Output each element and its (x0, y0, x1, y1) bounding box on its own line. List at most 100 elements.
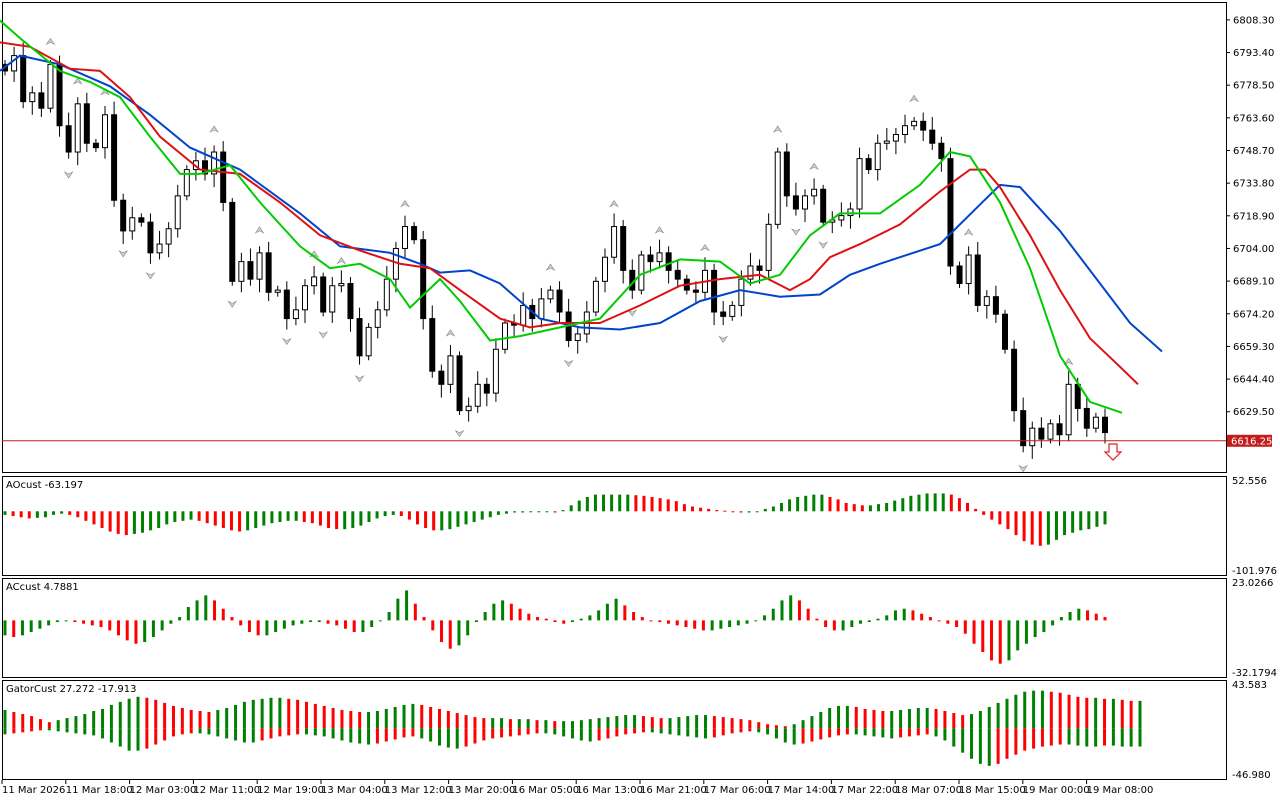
ac-bar (448, 620, 452, 649)
gator-lower-bar (783, 728, 787, 743)
candle-body-bear (483, 383, 490, 394)
candle (820, 184, 827, 227)
gator-upper-bar (234, 704, 238, 729)
ma-blue-line (0, 54, 1163, 353)
ac-bar (614, 598, 618, 621)
candle (874, 134, 881, 181)
gator-lower-bar (1023, 728, 1027, 751)
gator-upper-bar (242, 701, 246, 729)
ao-bar (84, 511, 88, 521)
gator-lower-bar (349, 728, 353, 743)
price-tick-label: 6689.10 (1233, 277, 1274, 288)
candle-body-bear (865, 158, 872, 171)
ao-bar (674, 501, 678, 512)
gator-lower-bar (792, 728, 796, 745)
price-candles (2, 37, 1108, 473)
candle-body-bull (520, 304, 527, 326)
gator-upper-bar (837, 705, 841, 729)
ao-bar (585, 497, 589, 512)
gator-lower-bar (721, 728, 725, 736)
ao-bar (359, 511, 363, 526)
gator-lower-bar (464, 728, 468, 747)
candle-body-bull (602, 256, 608, 282)
gator-upper-bar (535, 720, 539, 729)
gator-upper-bar (198, 711, 202, 729)
gator-upper-bar (358, 712, 362, 729)
ao-bar (318, 511, 322, 526)
ao-bar (383, 511, 387, 517)
gator-lower-bar (526, 728, 530, 735)
ao-bar (885, 502, 889, 512)
gator-upper-bar (828, 707, 832, 729)
gator-lower-bar (668, 728, 672, 735)
candle (256, 246, 263, 293)
gator-upper-bar (65, 718, 69, 729)
candle (692, 281, 699, 304)
candle-body-bull (302, 285, 308, 311)
candle (592, 276, 599, 317)
gator-upper-bar (544, 720, 548, 729)
gator-lower-bar (1005, 728, 1009, 759)
candle-body-bull (1029, 427, 1036, 447)
candle-body-bull (338, 283, 345, 287)
ac-label: ACcust 4.7881 (6, 582, 79, 593)
candle-body-bear (1020, 410, 1027, 447)
candle (283, 281, 290, 330)
ao-bar (391, 511, 395, 515)
fractal-up-icon (809, 162, 819, 171)
candle (1102, 408, 1108, 444)
ac-bar (317, 620, 321, 623)
gator-upper-bar (907, 708, 911, 729)
time-tick-label: 17 Mar 14:00 (768, 785, 835, 796)
ao-bar (262, 511, 266, 526)
candle (992, 285, 999, 323)
ao-bar (682, 504, 686, 512)
ao-bar (1046, 511, 1050, 545)
ao-bar (836, 499, 840, 512)
ac-bar (544, 618, 548, 621)
gator-upper-bar (783, 726, 787, 729)
ao-bar (3, 511, 7, 515)
gator-upper-bar (978, 711, 982, 729)
time-tick-label: 12 Mar 03:00 (130, 785, 197, 796)
ao-bar (804, 495, 808, 512)
gator-lower-bar (269, 728, 273, 739)
fractal-down-icon (145, 272, 156, 280)
ac-bar (623, 605, 627, 621)
gator-lower-bar (1040, 728, 1044, 747)
ao-bar (513, 511, 517, 513)
candle (320, 272, 327, 317)
candle-body-bear (1002, 313, 1008, 350)
ac-bar (3, 620, 7, 636)
ac-bar (649, 620, 653, 622)
ac-bar (474, 620, 478, 623)
ao-bar (602, 494, 606, 512)
fractal-up-icon (654, 226, 665, 234)
gator-lower-bar (1129, 728, 1133, 747)
gator-lower-bar (1111, 728, 1115, 746)
gator-upper-bar (854, 706, 858, 729)
gator-lower-bar (943, 728, 947, 741)
ac-bar (928, 617, 932, 621)
gator-upper-bar (562, 721, 566, 729)
ao-bar (974, 508, 978, 512)
time-tick-label: 13 Mar 20:00 (449, 785, 516, 796)
candle (602, 248, 608, 293)
candle (847, 202, 854, 229)
ac-bar (64, 620, 68, 622)
gator-upper-bar (686, 716, 690, 729)
gator-lower-bar (260, 728, 264, 741)
gator-upper-bar (251, 699, 255, 729)
candle (383, 265, 390, 317)
gator-upper-bar (287, 698, 291, 729)
time-tick-label: 16 Mar 05:00 (512, 785, 579, 796)
gator-tick-top: 43.583 (1232, 680, 1267, 691)
candle (229, 198, 236, 286)
gator-upper-bar (588, 719, 592, 729)
fractal-down-icon (1018, 464, 1029, 473)
ac-bar (937, 620, 941, 622)
ac-bar (789, 595, 793, 621)
